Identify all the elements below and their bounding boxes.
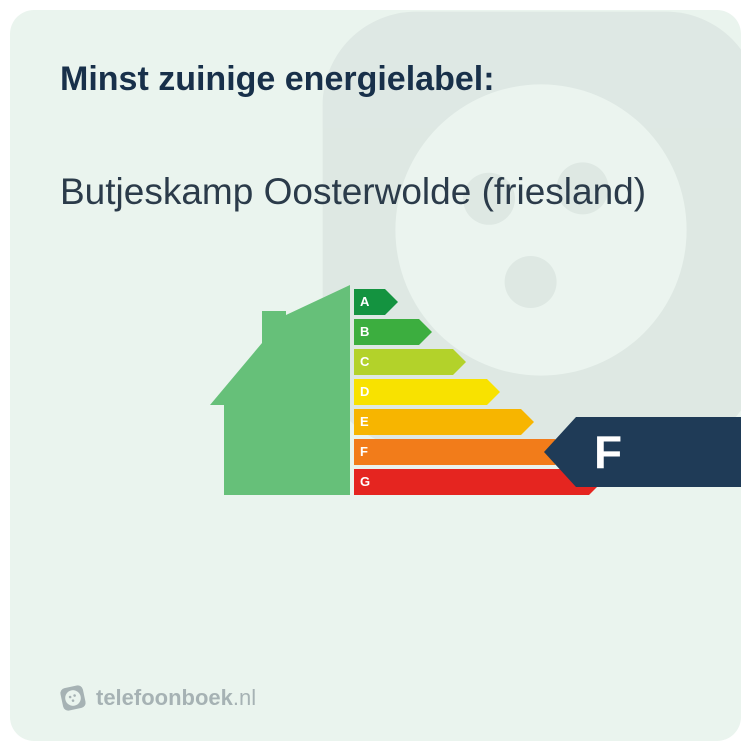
house-icon xyxy=(210,285,350,495)
selected-label-pointer xyxy=(544,417,576,487)
energy-bar-c: C xyxy=(354,349,602,375)
brand-icon xyxy=(58,683,89,714)
energy-bar-d: D xyxy=(354,379,602,405)
brand-bold: telefoonboek xyxy=(96,685,233,710)
card-title: Minst zuinige energielabel: xyxy=(60,60,691,99)
energy-label-card: Minst zuinige energielabel: Butjeskamp O… xyxy=(10,10,741,741)
energy-chart: A B C D E F G xyxy=(60,285,691,545)
selected-label-letter: F xyxy=(576,417,741,487)
brand-thin: .nl xyxy=(233,685,256,710)
brand-text: telefoonboek.nl xyxy=(96,685,256,711)
energy-bar-a: A xyxy=(354,289,602,315)
footer-brand: telefoonboek.nl xyxy=(60,685,691,711)
energy-bar-b: B xyxy=(354,319,602,345)
location-text: Butjeskamp Oosterwolde (friesland) xyxy=(60,169,691,215)
selected-label-badge: F xyxy=(544,417,741,487)
